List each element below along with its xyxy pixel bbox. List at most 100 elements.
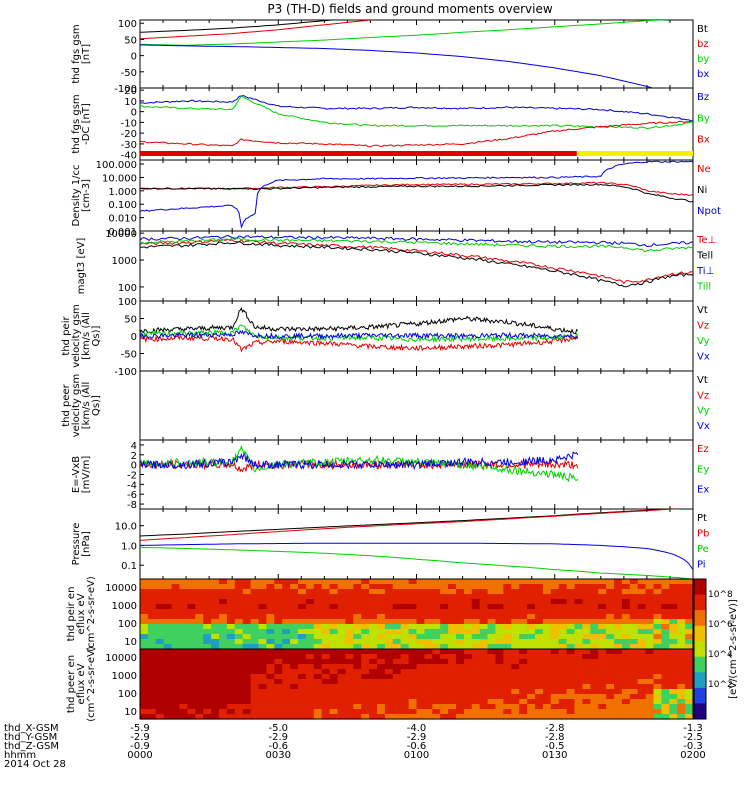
heatmap-cell <box>424 649 433 655</box>
heatmap-cell <box>629 589 639 595</box>
y-tick-label: 2 <box>131 451 137 462</box>
heatmap-cell <box>140 674 149 680</box>
heatmap-cell <box>187 659 196 665</box>
heatmap-cell <box>503 589 512 595</box>
heatmap-cell <box>400 669 410 675</box>
heatmap-cell <box>250 579 260 585</box>
heatmap-cell <box>329 619 339 625</box>
heatmap-cell <box>606 634 615 640</box>
heatmap-cell <box>629 599 639 605</box>
series-line-bt <box>140 20 339 33</box>
heatmap-cell <box>606 639 615 645</box>
heatmap-cell <box>258 579 267 585</box>
heatmap-cell <box>369 589 378 595</box>
heatmap-cell <box>329 709 339 715</box>
heatmap-cell <box>187 714 196 720</box>
orbit-value: -2.9 <box>407 732 427 743</box>
heatmap-cell <box>290 709 299 715</box>
heatmap-cell <box>511 654 520 660</box>
heatmap-cell <box>471 669 481 675</box>
heatmap-cell <box>661 639 670 645</box>
heatmap-cell <box>163 614 173 620</box>
heatmap-cell <box>211 594 220 600</box>
heatmap-cell <box>661 584 670 590</box>
legend-label: Ni <box>697 185 707 196</box>
heatmap-cell <box>337 584 346 590</box>
heatmap-cell <box>242 709 252 715</box>
heatmap-cell <box>621 694 631 700</box>
heatmap-cell <box>621 634 631 640</box>
heatmap-cell <box>456 629 465 635</box>
heatmap-cell <box>519 599 528 605</box>
heatmap-cell <box>329 679 339 685</box>
heatmap-cell <box>629 709 639 715</box>
heatmap-cell <box>298 584 307 590</box>
heatmap-cell <box>471 659 481 665</box>
heatmap-cell <box>448 634 457 640</box>
colorbar-label: [eV/(cm^2-s-sr-eV)] <box>728 599 739 699</box>
heatmap-cell <box>234 589 244 595</box>
colorbar-segment <box>694 703 706 720</box>
heatmap-cell <box>377 629 386 635</box>
heatmap-cell <box>511 699 520 705</box>
heatmap-cell <box>187 649 196 655</box>
heatmap-cell <box>637 644 647 650</box>
heatmap-cell <box>250 644 260 650</box>
heatmap-cell <box>574 704 583 710</box>
heatmap-cell <box>479 624 489 630</box>
heatmap-cell <box>179 684 188 690</box>
heatmap-cell <box>219 614 228 620</box>
heatmap-cell <box>163 579 173 585</box>
heatmap-cell <box>353 684 362 690</box>
heatmap-cell <box>590 629 599 635</box>
heatmap-cell <box>203 624 212 630</box>
heatmap-cell <box>653 609 662 615</box>
heatmap-cell <box>582 644 591 650</box>
heatmap-cell <box>582 639 591 645</box>
heatmap-cell <box>384 689 394 695</box>
heatmap-cell <box>329 629 339 635</box>
heatmap-cell <box>661 684 670 690</box>
heatmap-cell <box>487 694 497 700</box>
legend-label: Bt <box>697 24 708 35</box>
heatmap-cell <box>463 599 473 605</box>
heatmap-cell <box>471 704 481 710</box>
heatmap-cell <box>384 589 394 595</box>
heatmap-cell <box>345 579 354 585</box>
heatmap-cell <box>479 604 489 610</box>
heatmap-cell <box>274 624 283 630</box>
heatmap-cell <box>558 604 568 610</box>
heatmap-cell <box>274 629 283 635</box>
legend-label: Vt <box>697 305 708 316</box>
heatmap-cell <box>653 689 662 695</box>
heatmap-cell <box>495 674 504 680</box>
heatmap-cell <box>424 674 433 680</box>
heatmap-cell <box>590 709 599 715</box>
legend-label: Tell <box>696 251 713 262</box>
heatmap-cell <box>384 629 394 635</box>
heatmap-cell <box>353 589 362 595</box>
heatmap-cell <box>463 649 473 655</box>
heatmap-cell <box>369 684 378 690</box>
heatmap-cell <box>234 714 244 720</box>
heatmap-cell <box>637 589 647 595</box>
heatmap-cell <box>361 619 370 625</box>
heatmap-cell <box>211 604 220 610</box>
heatmap-cell <box>669 639 678 645</box>
heatmap-cell <box>645 659 655 665</box>
heatmap-cell <box>392 589 402 595</box>
heatmap-cell <box>321 674 331 680</box>
heatmap-cell <box>266 704 275 710</box>
heatmap-cell <box>290 639 299 645</box>
heatmap-cell <box>677 669 686 675</box>
heatmap-cell <box>250 714 260 720</box>
heatmap-cell <box>377 649 386 655</box>
heatmap-cell <box>195 644 204 650</box>
heatmap-cell <box>637 594 647 600</box>
heatmap-cell <box>479 639 489 645</box>
heatmap-cell <box>511 604 520 610</box>
heatmap-cell <box>527 639 536 645</box>
heatmap-cell <box>558 579 568 585</box>
heatmap-cell <box>203 709 212 715</box>
heatmap-cell <box>519 639 528 645</box>
